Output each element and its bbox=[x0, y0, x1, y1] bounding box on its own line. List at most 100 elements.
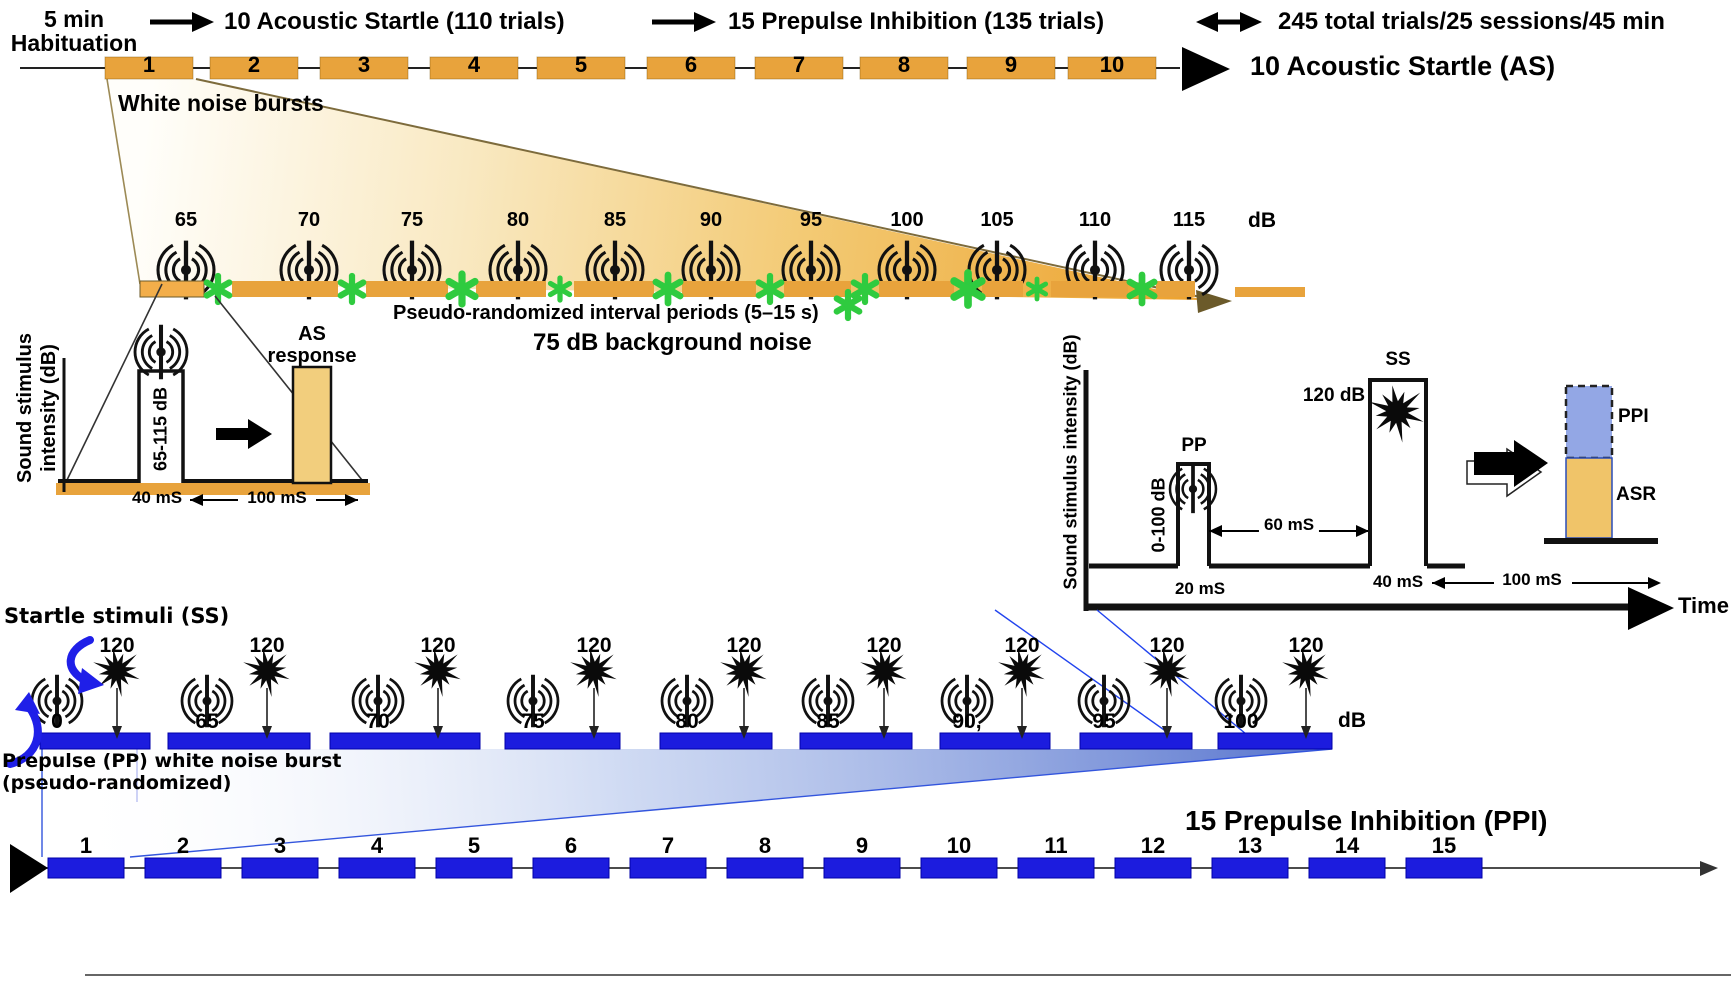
ppi-trial-segment bbox=[629, 857, 707, 879]
interval-bar-segment bbox=[784, 281, 851, 297]
ss-pulse-label: SS bbox=[1385, 349, 1411, 370]
startle-db-label: 120 bbox=[1149, 634, 1185, 657]
as-trial-number: 3 bbox=[357, 52, 371, 77]
startle-arrow-head-icon bbox=[1162, 726, 1172, 739]
left-inset-y-axis-label-line1: Sound stimulus bbox=[14, 333, 37, 483]
startle-db-label: 120 bbox=[1288, 634, 1324, 657]
as-trial-segment bbox=[1067, 56, 1157, 80]
ppi-trial-segment bbox=[338, 857, 416, 879]
flow-arrow-2-head-icon bbox=[694, 12, 716, 32]
right-inset-y-axis-label: Sound stimulus intensity (dB) bbox=[1060, 334, 1081, 590]
habituation-label-line2: Habituation bbox=[10, 30, 138, 56]
interval-bar-segment bbox=[879, 281, 954, 297]
left-inset-baseline-strip bbox=[56, 483, 370, 495]
as-trial-segment bbox=[536, 56, 626, 80]
ss-starburst-icon bbox=[1369, 385, 1424, 443]
db-value-label: 110 bbox=[1078, 209, 1112, 231]
as-result-arrow-icon bbox=[216, 419, 272, 449]
asr-bar-label: ASR bbox=[1616, 484, 1657, 505]
interval-bar-segment bbox=[366, 281, 448, 297]
left-window-arrow-right-head-icon bbox=[345, 494, 358, 506]
isi-arrow-right-head-icon bbox=[1356, 525, 1369, 537]
ppi-trial-number: 15 bbox=[1431, 833, 1457, 858]
interval-asterisk-icon bbox=[755, 272, 785, 306]
prepulse-speaker-icon bbox=[940, 674, 994, 728]
startle-arrow-head-icon bbox=[433, 726, 443, 739]
isi-duration-label: 60 mS bbox=[1258, 515, 1320, 535]
prepulse-speaker-icon bbox=[1214, 674, 1268, 728]
prepulse-db-label: 70 bbox=[366, 710, 390, 733]
as-wedge-left-edge bbox=[106, 78, 141, 285]
db-value-label: 65 bbox=[174, 209, 198, 231]
ppi-trial-segment bbox=[920, 857, 998, 879]
startle-starburst-icon bbox=[860, 648, 907, 697]
ppi-trial-segment bbox=[435, 857, 513, 879]
ppi-trial-number: 8 bbox=[758, 833, 772, 858]
pp-pulse-speaker-icon bbox=[1168, 464, 1218, 514]
prepulse-speaker-icon bbox=[801, 674, 855, 728]
as-wedge-top-edge bbox=[195, 78, 1206, 299]
startle-stimuli-label: Startle stimuli (SS) bbox=[4, 604, 230, 628]
as-trial-number: 7 bbox=[792, 52, 806, 77]
as-trial-segment bbox=[646, 56, 736, 80]
ppi-trial-number: 1 bbox=[79, 833, 93, 858]
white-noise-speaker-icon bbox=[156, 240, 216, 300]
startle-starburst-icon bbox=[570, 648, 617, 697]
as-response-label-line2: response bbox=[267, 345, 357, 367]
prepulse-db-label: 95 bbox=[1092, 710, 1116, 733]
ppi-timeline-start-arrowhead-icon bbox=[10, 844, 48, 893]
startle-pointer-arrow-head-icon bbox=[78, 668, 104, 694]
ppi-trial-segment bbox=[1211, 857, 1289, 879]
db-value-label: 75 bbox=[400, 209, 424, 231]
as-timeline-arrowhead-icon bbox=[1182, 47, 1230, 91]
startle-db-label: 120 bbox=[866, 634, 902, 657]
ppi-trial-number: 10 bbox=[946, 833, 972, 858]
as-trial-number: 10 bbox=[1099, 52, 1125, 77]
ppi-trial-number: 11 bbox=[1044, 833, 1068, 858]
db-value-label: 90 bbox=[699, 209, 723, 231]
db-value-label: 70 bbox=[297, 209, 321, 231]
as-trial-number: 2 bbox=[247, 52, 261, 77]
pp-duration-label: 20 mS bbox=[1174, 579, 1226, 598]
prepulse-db-label: 90, bbox=[952, 710, 982, 733]
ppi-stacked-bar bbox=[1564, 384, 1614, 460]
interval-bar-segment bbox=[139, 280, 205, 298]
pp-trial-segment bbox=[799, 732, 913, 750]
ppi-trial-number: 14 bbox=[1334, 833, 1360, 858]
startle-starburst-icon bbox=[720, 648, 767, 697]
habituation-label-line1: 5 min bbox=[43, 6, 105, 32]
ppi-trial-segment bbox=[1114, 857, 1192, 879]
pp-trial-segment bbox=[167, 732, 311, 750]
as-trial-number: 5 bbox=[574, 52, 588, 77]
startle-starburst-icon bbox=[243, 648, 290, 697]
interval-asterisk-icon bbox=[1025, 276, 1049, 302]
pp-trial-segment bbox=[1079, 732, 1193, 750]
interval-bar-segment bbox=[1051, 281, 1128, 297]
as-trial-segment bbox=[429, 56, 519, 80]
prepulse-db-label: 100 bbox=[1223, 710, 1259, 733]
prepulse-db-label: 0 bbox=[51, 710, 63, 733]
ss-pulse-outline bbox=[1368, 378, 1428, 566]
prepulse-speaker-icon bbox=[180, 674, 234, 728]
startle-arrow-head-icon bbox=[1017, 726, 1027, 739]
prepulse-label-line1: Prepulse (PP) white noise burst bbox=[2, 750, 342, 772]
interval-asterisk-icon bbox=[833, 288, 863, 322]
interval-bar-segment bbox=[682, 281, 756, 297]
db-value-label: 80 bbox=[506, 209, 530, 231]
db-value-label: 100 bbox=[890, 209, 924, 231]
prepulse-speaker-icon bbox=[660, 674, 714, 728]
db-value-label: 85 bbox=[603, 209, 627, 231]
startle-arrow-head-icon bbox=[739, 726, 749, 739]
startle-starburst-icon bbox=[998, 648, 1045, 697]
ppi-trial-segment bbox=[532, 857, 610, 879]
isi-arrow-left-head-icon bbox=[1209, 525, 1222, 537]
time-axis-label: Time bbox=[1678, 593, 1729, 618]
as-trial-segment bbox=[966, 56, 1056, 80]
pp-trial-segment bbox=[329, 732, 481, 750]
prepulse-speaker-icon bbox=[506, 674, 560, 728]
interval-asterisk-icon bbox=[337, 272, 367, 306]
startle-db-label: 120 bbox=[1004, 634, 1040, 657]
ppi-trial-segment bbox=[823, 857, 901, 879]
startle-starburst-icon bbox=[414, 648, 461, 697]
asr-stacked-bar bbox=[1565, 457, 1613, 539]
